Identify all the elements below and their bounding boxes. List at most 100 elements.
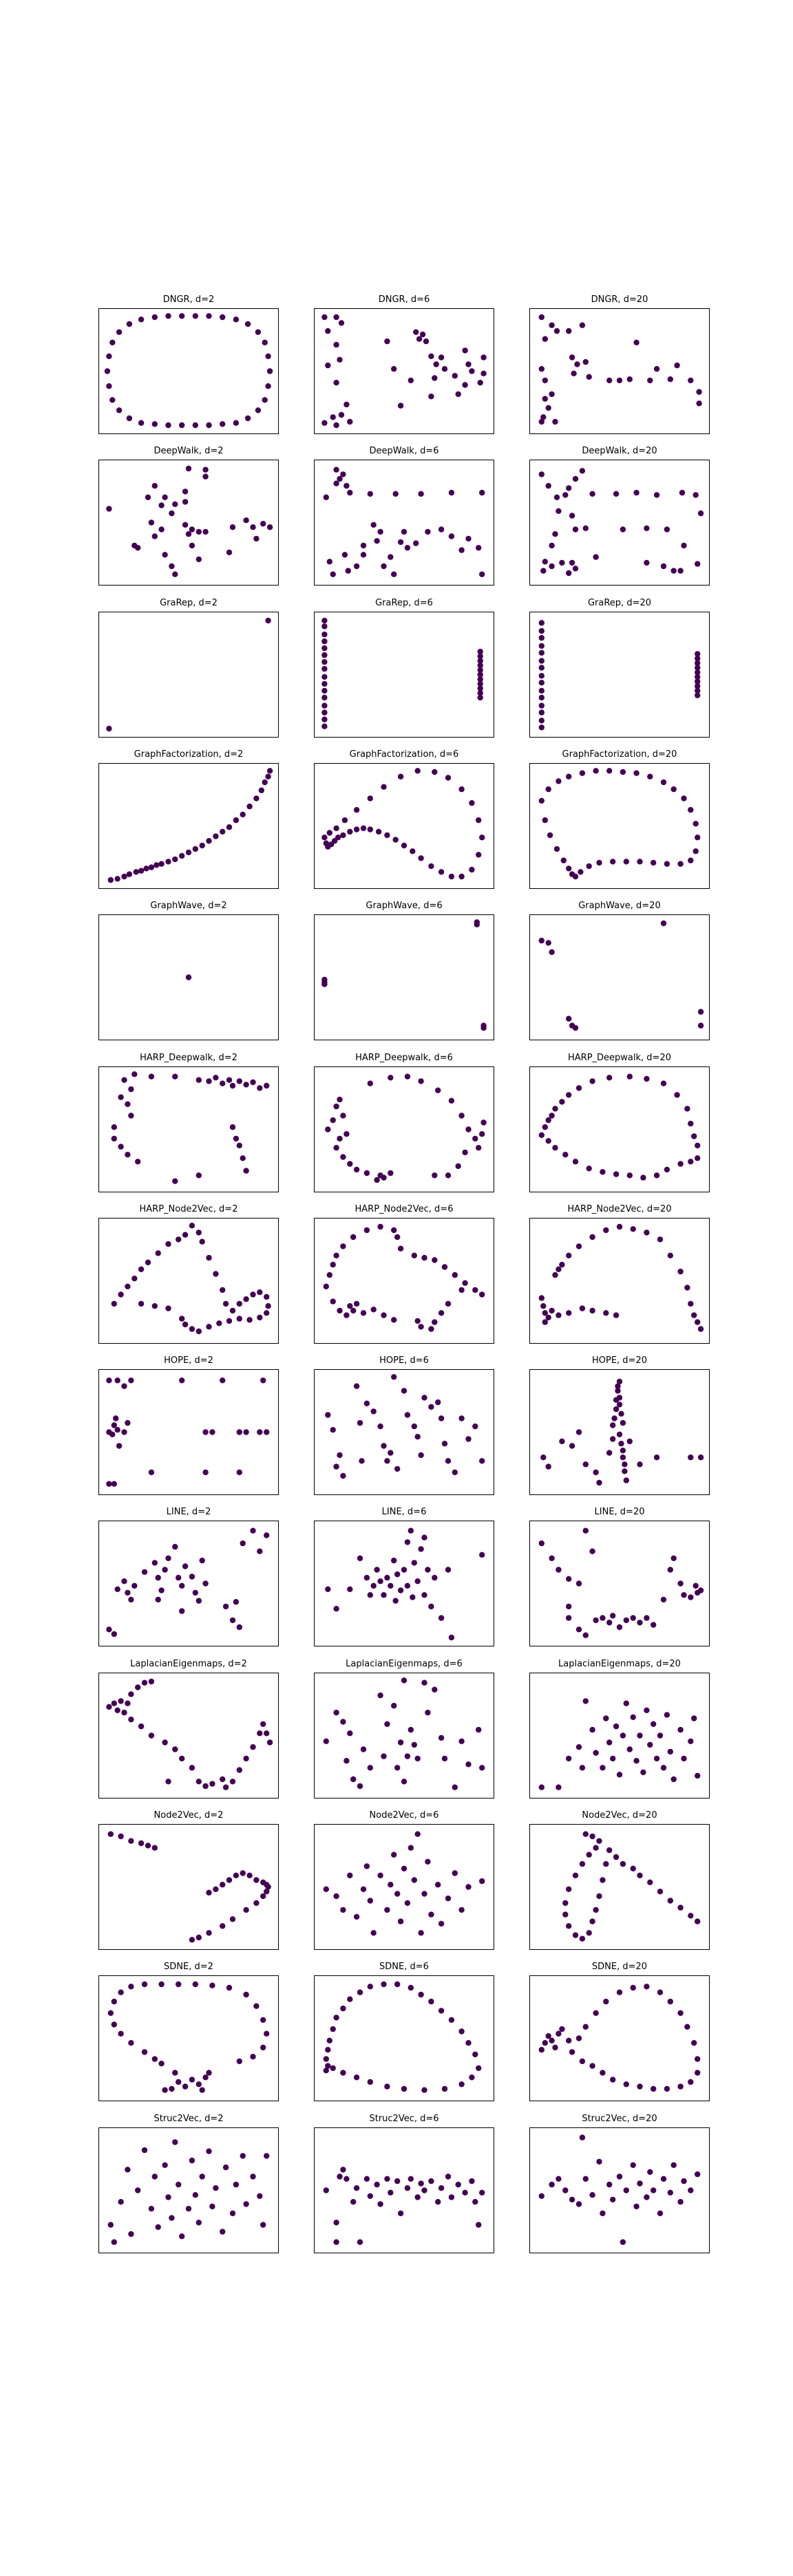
data-point (408, 1527, 414, 1534)
data-point (384, 338, 390, 345)
plot-area (314, 762, 494, 889)
data-point (575, 1743, 582, 1750)
data-point (250, 2054, 256, 2060)
data-point (664, 1166, 670, 1172)
plot-area (529, 762, 710, 889)
data-point (343, 1757, 350, 1764)
data-point (445, 1172, 452, 1178)
data-point (600, 2070, 606, 2076)
data-point (397, 1245, 404, 1252)
data-point (660, 1080, 667, 1086)
data-point (391, 1852, 397, 1858)
panel-title: GraphWave, d=2 (150, 901, 227, 912)
plot-area (98, 1975, 279, 2102)
data-point (265, 1302, 271, 1309)
data-point (610, 1755, 616, 1761)
data-point (538, 627, 544, 634)
plot-area (529, 1369, 710, 1496)
data-point (452, 1469, 458, 1476)
panel-title: SDNE, d=2 (164, 1962, 213, 1973)
data-point (458, 873, 465, 880)
data-point (418, 1546, 424, 1552)
data-point (172, 1073, 178, 1080)
data-point (333, 1252, 339, 1258)
data-point (613, 491, 620, 497)
data-point (586, 374, 592, 380)
data-point (549, 2037, 555, 2044)
data-point (644, 1229, 650, 1236)
data-point (325, 2063, 331, 2070)
data-point (569, 1443, 575, 1449)
axes-frame (98, 308, 279, 434)
data-point (206, 1077, 212, 1084)
data-point (428, 394, 434, 400)
data-point (691, 2040, 697, 2046)
data-point (566, 2037, 572, 2044)
data-point (681, 542, 687, 549)
data-point (414, 1831, 421, 1837)
data-point (243, 1167, 249, 1174)
data-point (253, 2003, 260, 2010)
data-point (626, 1073, 633, 1080)
data-point (600, 1168, 606, 1174)
data-point (448, 1635, 455, 1641)
data-point (363, 1170, 370, 1176)
data-point (236, 1429, 242, 1435)
data-point (125, 1700, 131, 1706)
data-point (445, 2173, 452, 2180)
axes-frame (314, 308, 494, 434)
data-point (337, 1096, 343, 1102)
plot-area (314, 914, 494, 1041)
data-point (374, 2181, 380, 2187)
plot-area (98, 914, 279, 1041)
data-point (606, 2181, 613, 2187)
data-point (589, 1918, 595, 1924)
data-point (255, 329, 262, 335)
data-point (480, 1022, 487, 1029)
data-point (222, 1604, 229, 1610)
data-point (549, 391, 555, 398)
panel-title: HOPE, d=2 (164, 1355, 213, 1366)
data-point (151, 1560, 158, 1566)
data-point (345, 568, 351, 575)
data-point (697, 1587, 704, 1594)
data-point (350, 1307, 357, 1313)
data-point (664, 2086, 670, 2092)
data-point (637, 1461, 643, 1468)
data-point (479, 1130, 485, 1137)
plot-area (529, 1066, 710, 1192)
data-point (323, 1283, 329, 1289)
data-point (586, 1165, 592, 1171)
data-point (206, 1930, 212, 1936)
axes-frame (529, 1066, 710, 1192)
data-point (111, 2021, 117, 2028)
data-point (404, 1539, 411, 1545)
data-point (363, 1863, 370, 1869)
axes-frame (98, 1672, 279, 1799)
data-point (542, 559, 548, 565)
data-point (477, 648, 483, 654)
data-point (465, 361, 472, 367)
data-point (233, 817, 240, 824)
data-point (559, 1261, 565, 1268)
data-point (414, 1318, 421, 1324)
data-point (172, 571, 178, 578)
data-point (441, 366, 448, 372)
data-point (381, 1443, 387, 1449)
data-point (347, 828, 353, 835)
data-point (697, 511, 704, 517)
data-point (695, 669, 701, 675)
plot-area (529, 1672, 710, 1799)
data-point (266, 524, 273, 530)
data-point (236, 1767, 242, 1773)
panel-title: DeepWalk, d=6 (369, 446, 439, 457)
data-point (350, 2198, 357, 2204)
data-point (333, 1144, 339, 1150)
data-point (138, 1723, 145, 1729)
data-point (538, 724, 544, 731)
data-point (141, 1982, 148, 1988)
data-point (206, 837, 212, 844)
data-point (114, 1707, 120, 1713)
data-point (579, 1305, 586, 1311)
scatter-panel: GraphFactorization, d=2 (98, 749, 279, 889)
